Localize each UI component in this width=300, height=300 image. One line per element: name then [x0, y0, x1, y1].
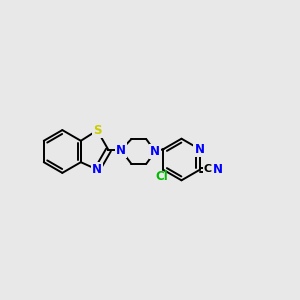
Text: N: N — [194, 142, 205, 156]
Text: Cl: Cl — [156, 170, 168, 183]
Text: S: S — [93, 124, 101, 137]
Text: N: N — [116, 143, 126, 157]
Text: N: N — [92, 163, 102, 176]
Text: N: N — [150, 145, 160, 158]
Text: N: N — [213, 164, 223, 176]
Text: C: C — [204, 164, 212, 174]
